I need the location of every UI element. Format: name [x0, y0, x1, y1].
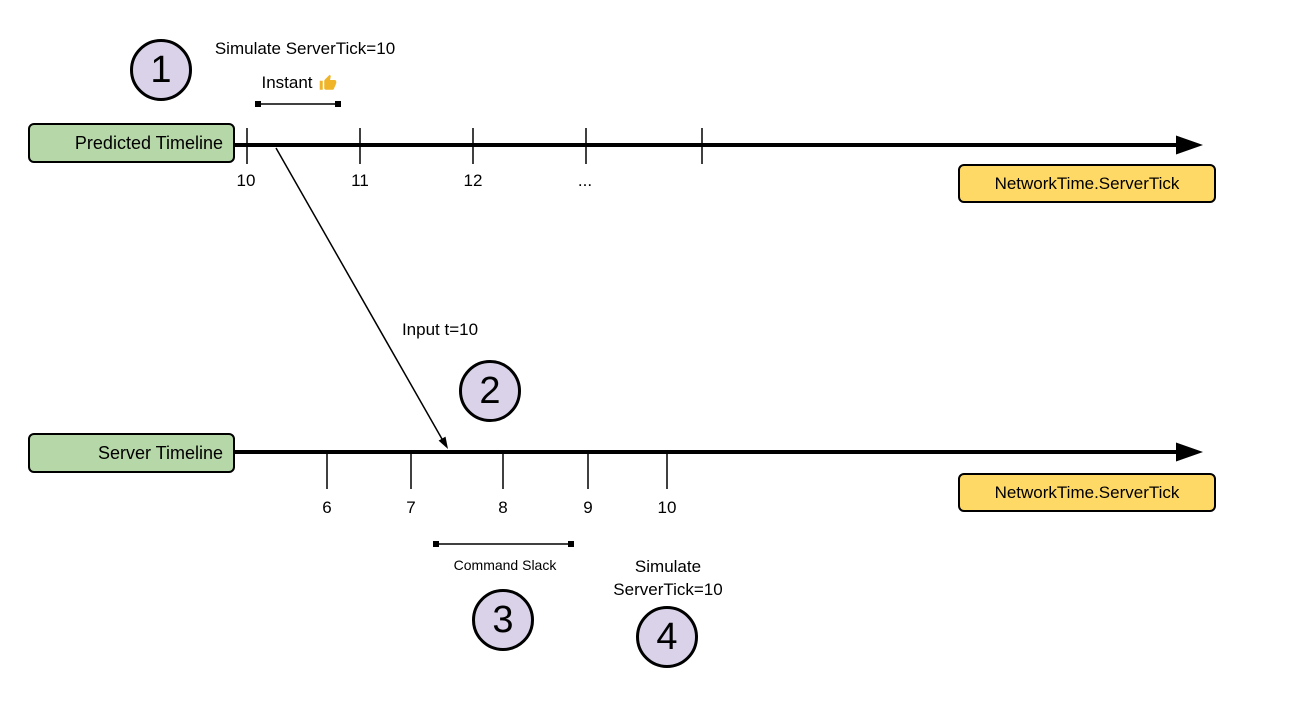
step-circle-1: 1 — [130, 39, 192, 101]
step-circle-3: 3 — [472, 589, 534, 651]
server-timeline-arrowhead — [1176, 442, 1203, 462]
predicted-tick-label-10: 10 — [236, 171, 256, 190]
step-number: 2 — [479, 370, 501, 412]
input-t10-label: Input t=10 — [401, 320, 479, 339]
instant-label: Instant — [261, 73, 313, 92]
predicted-timeline-label: Predicted Timeline — [74, 132, 223, 153]
step-circle-2: 2 — [459, 360, 521, 422]
server-timeline-label-box: Server Timeline — [28, 433, 235, 473]
predicted-axis-box-label: NetworkTime.ServerTick — [994, 173, 1180, 193]
server-timeline-label: Server Timeline — [97, 442, 223, 463]
command-slack-bracket-end-left — [433, 541, 439, 547]
step-number: 1 — [150, 49, 172, 91]
predicted-axis-box: NetworkTime.ServerTick — [958, 164, 1216, 203]
server-axis-box: NetworkTime.ServerTick — [958, 473, 1216, 512]
instant-bracket-end-left — [255, 101, 261, 107]
command-slack-label: Command Slack — [453, 557, 557, 573]
simulate-servertick-label-bottom: Simulate ServerTick=10 — [588, 555, 748, 601]
instant-label-row: Instant — [229, 72, 369, 94]
server-tick-label-8: 8 — [498, 498, 508, 517]
instant-bracket-end-right — [335, 101, 341, 107]
server-axis-box-label: NetworkTime.ServerTick — [994, 482, 1180, 502]
step-circle-4: 4 — [636, 606, 698, 668]
simulate-label-line1: Simulate — [634, 557, 702, 576]
input-arrow-head — [438, 436, 448, 449]
server-tick-label-10: 10 — [657, 498, 677, 517]
thumbs-up-icon — [319, 74, 336, 90]
step-number: 3 — [492, 599, 514, 641]
server-tick-label-7: 7 — [406, 498, 416, 517]
simulate-label-line2: ServerTick=10 — [613, 580, 723, 599]
server-tick-label-6: 6 — [322, 498, 332, 517]
server-tick-label-9: 9 — [583, 498, 593, 517]
input-arrow-line — [275, 147, 447, 447]
step-number: 4 — [656, 616, 678, 658]
predicted-tick-label-11: 11 — [351, 171, 369, 190]
predicted-timeline-arrowhead — [1176, 135, 1203, 155]
predicted-tick-label-12: 12 — [463, 171, 483, 190]
predicted-timeline-label-box: Predicted Timeline — [28, 123, 235, 163]
predicted-tick-label-ellipsis: ... — [577, 171, 593, 190]
command-slack-bracket-end-right — [568, 541, 574, 547]
simulate-servertick-label-top: Simulate ServerTick=10 — [214, 39, 396, 58]
